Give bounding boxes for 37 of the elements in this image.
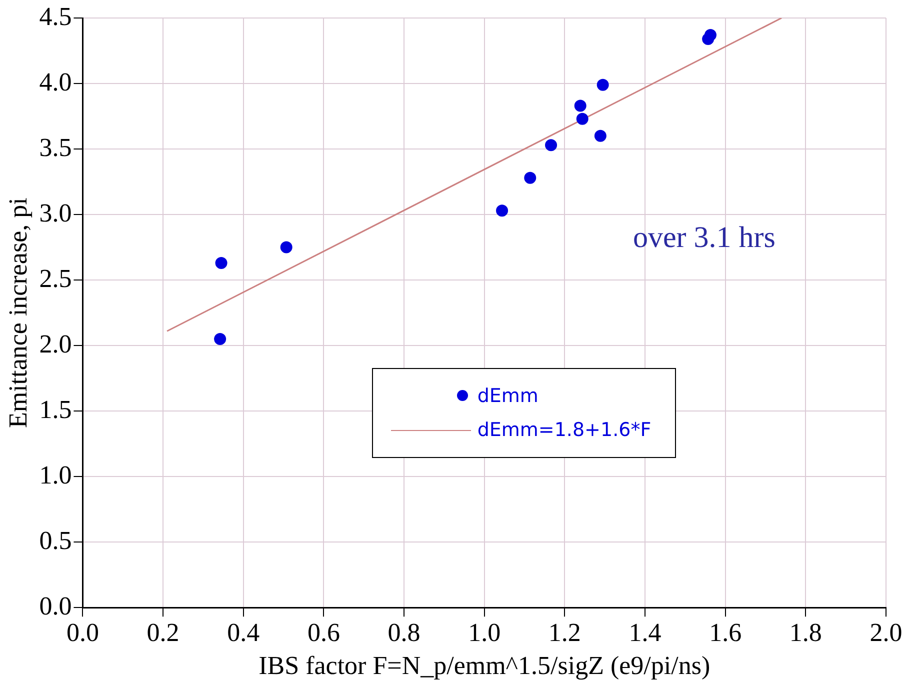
point (215, 257, 228, 270)
point (280, 241, 292, 254)
x-tick-label: 2.0 (870, 618, 902, 648)
point (576, 112, 588, 125)
x-tick-label: 0.8 (388, 618, 420, 648)
x-tick-label: 1.8 (789, 618, 822, 648)
point (524, 172, 536, 184)
x-axis-title: IBS factor F=N_p/emm^1.5/sigZ (e9/pi/ns) (258, 651, 710, 680)
y-tick-label: 1.5 (39, 394, 72, 424)
y-axis-title: Emittance increase, pi (3, 198, 32, 428)
x-tick-label: 1.6 (709, 618, 742, 648)
y-tick-label: 1.0 (39, 460, 72, 490)
x-tick-label: 1.4 (628, 618, 662, 648)
x-tick-label: 0.2 (146, 618, 180, 648)
y-tick-label: 4.0 (39, 67, 72, 96)
x-tick-label: 0.0 (66, 618, 99, 648)
point (545, 139, 558, 152)
point (574, 100, 586, 112)
point (594, 130, 606, 142)
point (704, 29, 716, 42)
x-tick-label: 1.0 (468, 618, 501, 648)
y-tick-label: 2.5 (39, 264, 72, 293)
annotation: over 3.1 hrs (632, 221, 776, 256)
x-tick-label: 0.4 (227, 618, 260, 648)
point (496, 204, 508, 217)
y-tick-label: 4.5 (39, 2, 72, 31)
y-tick-label: 0.0 (39, 591, 72, 620)
point (214, 333, 226, 346)
legend-label: dEmm (477, 384, 538, 407)
x-tick-label: 1.2 (548, 618, 581, 648)
y-tick-label: 3.0 (39, 198, 72, 228)
legend-label: dEmm=1.8+1.6*F (477, 418, 652, 441)
x-tick-label: 0.6 (307, 618, 340, 648)
y-tick-label: 3.5 (39, 132, 72, 162)
point (596, 78, 609, 91)
y-tick-label: 0.5 (39, 526, 72, 555)
y-tick-label: 2.0 (39, 329, 72, 358)
